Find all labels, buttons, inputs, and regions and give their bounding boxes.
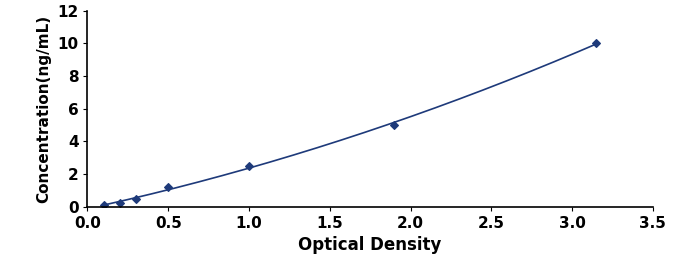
Y-axis label: Concentration(ng/mL): Concentration(ng/mL) [36,15,52,203]
X-axis label: Optical Density: Optical Density [298,236,442,254]
